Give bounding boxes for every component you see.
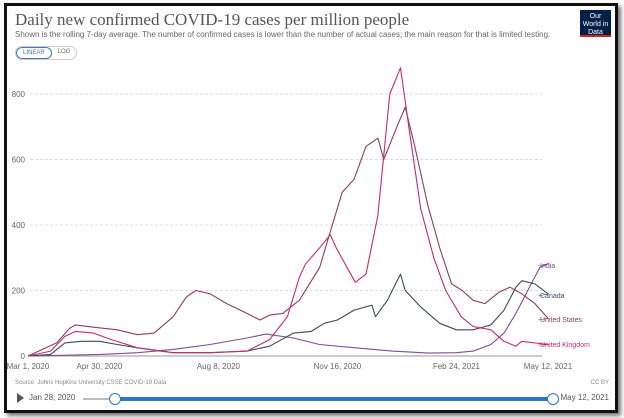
x-tick-label: Mar 1, 2020: [7, 362, 50, 371]
timeline-end-label: May 12, 2021: [560, 393, 609, 402]
series-label: Canada: [540, 293, 565, 300]
timeline-selected-range: [114, 397, 554, 401]
series-label: United States: [540, 317, 583, 324]
x-tick-label: Apr 30, 2020: [76, 362, 122, 371]
timeline-start-label: Jan 28, 2020: [29, 393, 76, 402]
timeline-start-handle[interactable]: [109, 393, 121, 405]
legend-connector: [537, 263, 550, 267]
play-icon[interactable]: [17, 393, 24, 403]
y-tick-label: 800: [12, 90, 26, 99]
legend-connector: [537, 318, 550, 321]
chart-title: Daily new confirmed COVID-19 cases per m…: [15, 10, 410, 29]
linear-toggle-button[interactable]: LINEAR: [16, 47, 52, 59]
x-tick-label: May 12, 2021: [524, 362, 573, 371]
source-note[interactable]: Source: Johns Hopkins University CSSE CO…: [15, 380, 167, 386]
log-toggle-button[interactable]: LOG: [57, 49, 71, 55]
x-tick-label: Feb 24, 2021: [433, 362, 481, 371]
y-tick-label: 400: [12, 221, 26, 230]
series-line-canada: [27, 273, 549, 357]
legend-connector: [537, 293, 550, 297]
y-tick-label: 600: [12, 156, 26, 165]
y-tick-label: 0: [21, 352, 26, 361]
license-link[interactable]: CC BY: [590, 380, 609, 386]
x-tick-label: Nov 16, 2020: [314, 362, 362, 371]
series-label: India: [540, 263, 555, 270]
series-line-india: [27, 263, 549, 357]
series-line-united-states: [27, 106, 549, 357]
series-line-united-kingdom: [27, 67, 549, 357]
x-tick-label: Aug 8, 2020: [197, 362, 241, 371]
chart-frame: Daily new confirmed COVID-19 cases per m…: [4, 3, 618, 413]
series-label: United Kingdom: [540, 342, 590, 349]
scale-toggle: LINEAR LOG: [15, 46, 78, 60]
y-tick-label: 200: [12, 287, 26, 296]
chart-subtitle: Shown is the rolling 7-day average. The …: [15, 30, 551, 39]
owid-logo[interactable]: Our World in Data: [580, 10, 611, 37]
timeline-end-handle[interactable]: [547, 393, 559, 405]
